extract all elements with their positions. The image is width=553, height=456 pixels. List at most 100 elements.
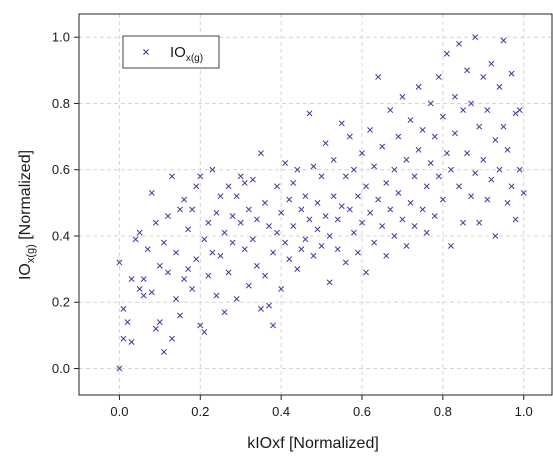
- data-point: [419, 206, 426, 213]
- data-point: [464, 150, 471, 157]
- y-tick-label: 0.2: [52, 295, 70, 310]
- data-point: [508, 183, 515, 190]
- legend-label-sub: x(g): [186, 53, 203, 64]
- grid-lines: [79, 14, 552, 395]
- data-points: [116, 34, 527, 372]
- data-point: [164, 213, 171, 220]
- data-point: [452, 93, 458, 100]
- data-point: [209, 249, 216, 256]
- x-tick-label: 1.0: [515, 404, 533, 419]
- data-point: [270, 249, 277, 256]
- data-point: [310, 252, 317, 259]
- data-point: [144, 246, 151, 253]
- data-point: [354, 249, 361, 256]
- data-point: [160, 239, 167, 246]
- data-point: [468, 100, 475, 107]
- data-point: [492, 136, 499, 143]
- data-point: [516, 107, 523, 114]
- data-point: [439, 196, 446, 203]
- data-point: [342, 173, 349, 180]
- data-point: [407, 199, 414, 206]
- data-point: [197, 322, 204, 329]
- data-point: [350, 229, 357, 236]
- data-point: [233, 193, 240, 200]
- x-tick-label: 0.6: [353, 404, 371, 419]
- data-point: [468, 193, 475, 200]
- y-axis-label-base: IO: [17, 263, 34, 280]
- data-point: [443, 150, 450, 157]
- data-point: [294, 166, 301, 173]
- data-point: [472, 34, 479, 41]
- data-point: [156, 262, 163, 269]
- data-point: [120, 335, 127, 342]
- data-point: [334, 246, 341, 253]
- data-point: [310, 163, 317, 170]
- data-point: [116, 259, 123, 266]
- y-tick-label: 0.4: [52, 228, 70, 243]
- data-point: [500, 123, 507, 130]
- data-point: [411, 223, 418, 229]
- data-point: [124, 319, 131, 326]
- data-point: [439, 113, 446, 120]
- x-axis-label: kIOxf [Normalized]: [247, 435, 379, 452]
- data-point: [403, 156, 410, 163]
- data-point: [496, 166, 503, 173]
- data-point: [177, 206, 184, 213]
- data-point: [407, 117, 414, 123]
- data-point: [294, 266, 301, 273]
- data-point: [326, 233, 333, 239]
- data-point: [262, 199, 268, 206]
- data-point: [415, 146, 422, 153]
- data-point: [205, 219, 212, 226]
- data-point: [221, 229, 228, 236]
- data-point: [302, 193, 309, 200]
- x-tick-label: 0.0: [110, 404, 128, 419]
- data-point: [193, 183, 200, 190]
- data-point: [221, 309, 228, 316]
- data-point: [217, 193, 224, 200]
- data-point: [460, 107, 467, 114]
- legend: IOx(g): [122, 35, 220, 69]
- data-point: [225, 269, 232, 276]
- data-point: [128, 276, 135, 282]
- data-point: [237, 219, 244, 226]
- data-point: [169, 335, 175, 342]
- x-tick-label: 0.2: [191, 404, 209, 419]
- data-point: [217, 252, 224, 259]
- plot-frame: [78, 13, 553, 396]
- data-point: [201, 329, 208, 336]
- data-point: [431, 133, 438, 140]
- data-point: [148, 289, 155, 296]
- data-point: [431, 213, 438, 220]
- data-point: [257, 305, 264, 312]
- data-point: [423, 183, 430, 190]
- legend-marker-glyph: [143, 49, 149, 55]
- data-point: [306, 110, 313, 117]
- data-point: [359, 150, 365, 157]
- data-point: [500, 37, 507, 44]
- data-point: [185, 226, 192, 233]
- data-point: [152, 325, 159, 332]
- data-point: [274, 183, 281, 190]
- data-point: [249, 236, 256, 243]
- data-point: [278, 209, 285, 216]
- y-axis-label-suffix: [Normalized]: [17, 150, 34, 244]
- data-point: [488, 176, 495, 183]
- data-point: [460, 219, 467, 226]
- data-point: [435, 73, 442, 80]
- data-point: [302, 236, 309, 243]
- data-point: [282, 160, 289, 167]
- data-point: [456, 183, 462, 190]
- data-point: [363, 269, 369, 276]
- data-point: [411, 173, 418, 180]
- data-point: [306, 216, 313, 223]
- data-point: [326, 279, 333, 286]
- data-point: [476, 219, 483, 226]
- data-point: [476, 123, 483, 130]
- data-point: [298, 246, 305, 253]
- y-axis-label-sub: x(g): [25, 244, 37, 263]
- legend-marker: [143, 49, 149, 55]
- data-point: [241, 246, 248, 253]
- data-point: [245, 206, 252, 213]
- data-point: [262, 272, 268, 279]
